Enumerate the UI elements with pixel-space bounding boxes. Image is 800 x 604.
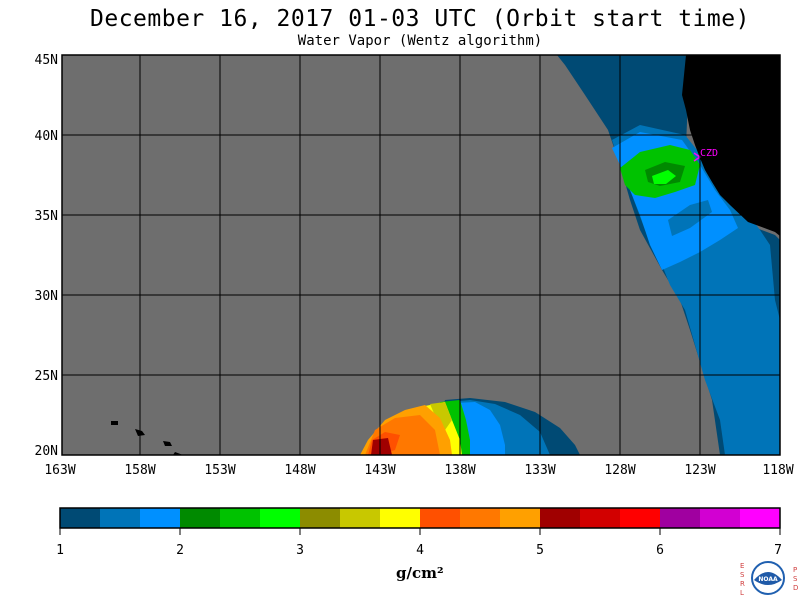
- colorbar-swatch: [540, 508, 581, 528]
- island-maui: [163, 441, 172, 446]
- plume-olive: [430, 402, 452, 430]
- station-label: CZD: [700, 148, 718, 159]
- map-subtitle: Water Vapor (Wentz algorithm): [297, 33, 543, 49]
- lat-tick-label: 25N: [35, 369, 58, 384]
- lat-tick-label: 40N: [35, 129, 58, 144]
- map-grid: [62, 55, 780, 455]
- swath-blue-streak: [668, 200, 712, 236]
- colorbar-label: 7: [774, 543, 782, 558]
- colorbar-label: 3: [296, 543, 304, 558]
- colorbar-label: 2: [176, 543, 184, 558]
- swath-bright-green: [652, 170, 676, 184]
- colorbar-label: 5: [536, 543, 544, 558]
- lat-tick-label: 20N: [35, 444, 58, 459]
- lat-tick-label: 30N: [35, 289, 58, 304]
- colorbar-swatch: [220, 508, 261, 528]
- colorbar-swatch: [460, 508, 501, 528]
- land-california: [682, 55, 780, 236]
- colorbar-labels: 1 2 3 4 5 6 7: [56, 543, 782, 558]
- colorbar-swatch: [60, 508, 101, 528]
- colorbar-swatch: [140, 508, 181, 528]
- lat-tick-label: 35N: [35, 209, 58, 224]
- colorbar-swatch: [700, 508, 741, 528]
- lon-ticks: 163W 158W 153W 148W 143W 138W 133W 128W …: [44, 463, 793, 478]
- colorbar-swatch: [660, 508, 701, 528]
- lon-tick-label: 133W: [524, 463, 555, 478]
- colorbar-swatch: [500, 508, 541, 528]
- lon-tick-label: 163W: [44, 463, 75, 478]
- lon-tick-label: 143W: [364, 463, 395, 478]
- colorbar-swatch: [740, 508, 781, 528]
- colorbar-swatch: [580, 508, 621, 528]
- lon-tick-label: 128W: [604, 463, 635, 478]
- colorbar-swatch: [380, 508, 421, 528]
- map-frame: [61, 54, 781, 456]
- colorbar-swatch: [300, 508, 341, 528]
- colorbar: [60, 508, 781, 528]
- colorbar-label: 1: [56, 543, 64, 558]
- lon-tick-label: 158W: [124, 463, 155, 478]
- logo-center-text: NOAA: [758, 576, 778, 583]
- colorbar-swatch: [260, 508, 301, 528]
- colorbar-label: 6: [656, 543, 664, 558]
- map-title: December 16, 2017 01-03 UTC (Orbit start…: [90, 6, 750, 32]
- lat-ticks: 45N 40N 35N 30N 25N 20N: [35, 53, 58, 459]
- plume-dark-red: [371, 438, 392, 455]
- lat-tick-label: 45N: [35, 53, 58, 68]
- lon-tick-label: 138W: [444, 463, 475, 478]
- colorbar-label: 4: [416, 543, 424, 558]
- colorbar-swatch: [100, 508, 141, 528]
- colorbar-unit: g/cm²: [396, 564, 444, 582]
- lon-tick-label: 148W: [284, 463, 315, 478]
- lon-tick-label: 153W: [204, 463, 235, 478]
- colorbar-swatch: [620, 508, 661, 528]
- lon-tick-label: 123W: [684, 463, 715, 478]
- lon-tick-label: 118W: [762, 463, 793, 478]
- colorbar-ticks: [59, 528, 781, 535]
- colorbar-swatch: [340, 508, 381, 528]
- colorbar-swatch: [180, 508, 221, 528]
- island-kauai: [111, 421, 118, 425]
- colorbar-swatch: [420, 508, 461, 528]
